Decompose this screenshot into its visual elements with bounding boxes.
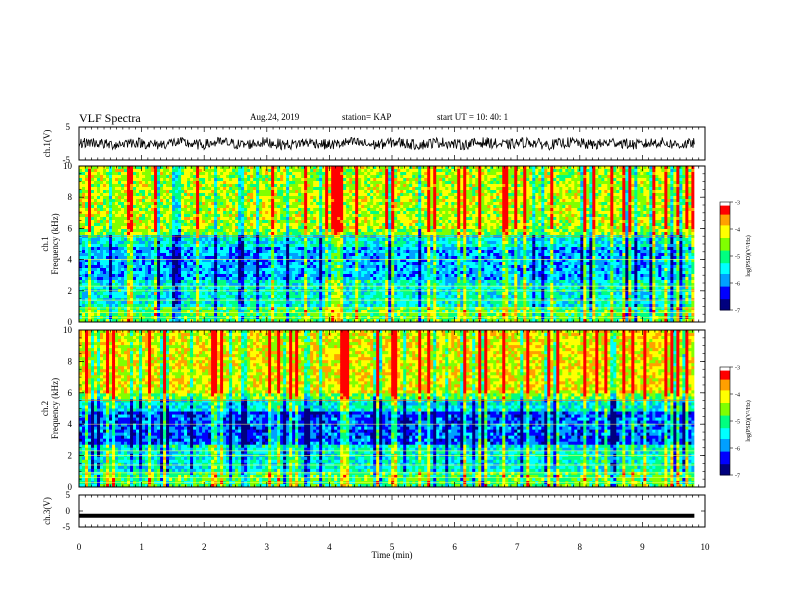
y-tick-label: 0 [66, 506, 71, 516]
y-tick-label: 6 [68, 388, 73, 398]
x-tick-label: 9 [640, 542, 645, 552]
colorbar-tick-label: -3 [735, 366, 740, 372]
colorbar-label: log(PSD)(V²/Hz) [745, 235, 752, 276]
y-axis-label-frequency: Frequency (kHz) [50, 213, 60, 274]
x-tick-label: 7 [515, 542, 520, 552]
x-tick-label: 3 [265, 542, 270, 552]
y-tick-label: 2 [68, 286, 73, 296]
ch1-spectrogram-image [79, 166, 705, 322]
vlf-figure: -3 -4 -5 -6 -7 log(PSD)(V²/Hz) -3 -4 -5 -6 -7 log(… [0, 0, 792, 612]
colorbar-tick-label: -4 [735, 393, 740, 399]
y-axis-label-frequency: Frequency (kHz) [50, 378, 60, 439]
ch2-colorbar: -3 -4 -5 -6 -7 log(PSD)(V²/Hz) [720, 366, 752, 480]
x-tick-label: 2 [202, 542, 207, 552]
x-tick-label: 8 [578, 542, 583, 552]
y-tick-label: 8 [68, 192, 73, 202]
y-tick-label: 4 [68, 419, 73, 429]
x-tick-label: 0 [77, 542, 82, 552]
x-axis-label: Time (min) [372, 550, 413, 560]
x-tick-label: 6 [452, 542, 457, 552]
ch1-waveform-line [79, 137, 694, 150]
y-axis-label-channel: ch.1 [40, 236, 50, 251]
y-tick-label: 10 [63, 161, 73, 171]
x-tick-label: 1 [139, 542, 144, 552]
y-tick-label: 0 [68, 482, 73, 492]
y-tick-label: -5 [63, 522, 71, 532]
colorbar-tick-label: -5 [735, 255, 740, 261]
ch2-spectrogram-image [79, 330, 705, 487]
colorbar-tick-label: -5 [735, 420, 740, 426]
colorbar-tick-label: -3 [735, 201, 740, 207]
y-tick-label: 5 [66, 122, 71, 132]
x-tick-label: 10 [701, 542, 711, 552]
colorbar-tick-label: -4 [735, 228, 740, 234]
colorbar-tick-label: -7 [735, 309, 740, 315]
colorbar-label: log(PSD)(V²/Hz) [745, 400, 752, 441]
y-axis-label: ch.1(V) [42, 130, 52, 158]
y-tick-label: 10 [63, 325, 73, 335]
y-axis-label: ch.3(V) [42, 497, 52, 525]
y-tick-label: 2 [68, 451, 73, 461]
y-axis-label-channel: ch.2 [40, 401, 50, 416]
colorbar-tick-label: -6 [735, 447, 740, 453]
y-tick-label: 8 [68, 356, 73, 366]
colorbar-tick-label: -7 [735, 474, 740, 480]
colorbar-tick-label: -6 [735, 282, 740, 288]
ch1-colorbar: -3 -4 -5 -6 -7 log(PSD)(V²/Hz) [720, 201, 752, 315]
y-tick-label: 4 [68, 255, 73, 265]
x-tick-label: 4 [327, 542, 332, 552]
y-tick-label: 6 [68, 223, 73, 233]
